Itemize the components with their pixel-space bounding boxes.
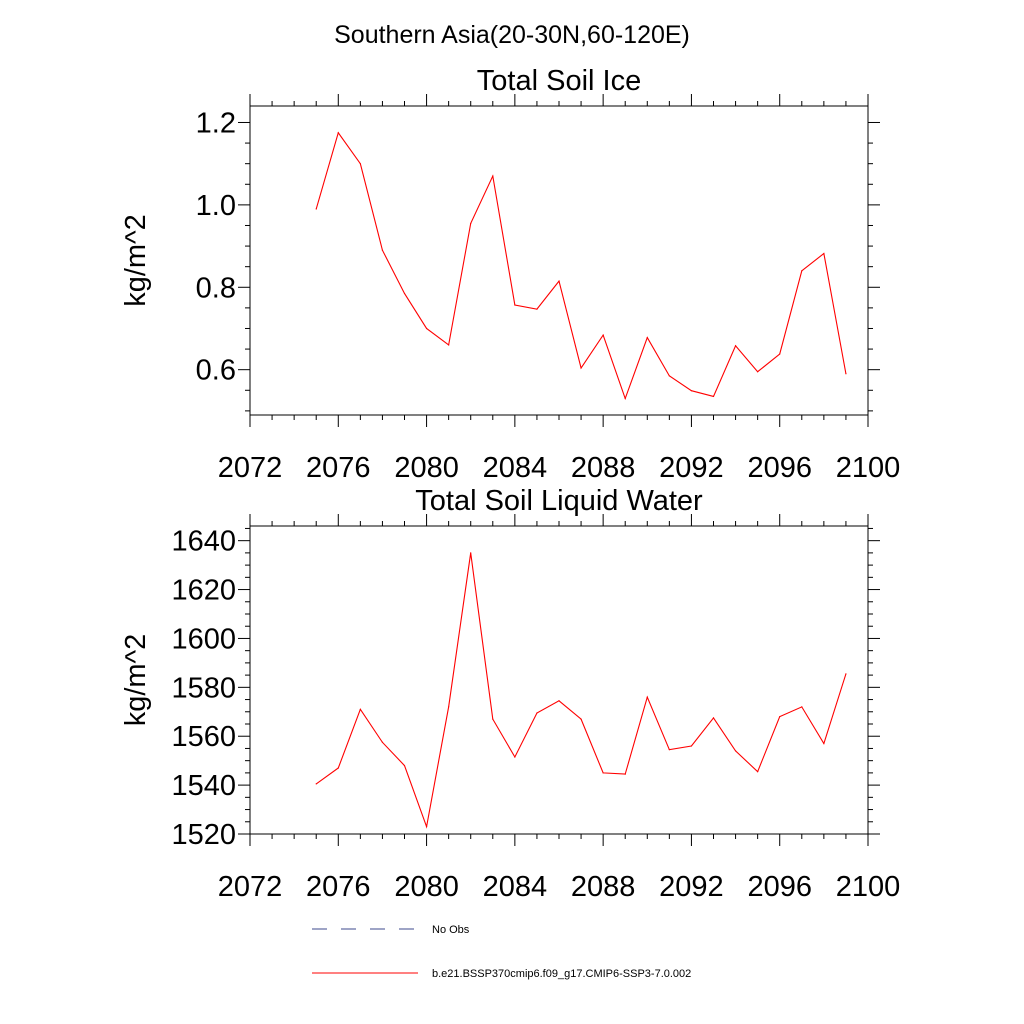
panel-total-soil-liquid-water: Total Soil Liquid Water kg/m^2 2072 2076 208… (120, 485, 900, 903)
data-point (448, 706, 450, 708)
data-point (845, 673, 847, 675)
data-point (734, 750, 737, 752)
data-point (536, 308, 538, 310)
y-tick-label: 1600 (171, 623, 236, 655)
x-tick-label: 2088 (571, 871, 636, 903)
y-tick-label: 1580 (171, 672, 236, 704)
data-point (646, 336, 648, 339)
chart-title: Total Soil Ice (477, 65, 641, 97)
data-point (403, 764, 406, 767)
y-tick-label: 0.8 (196, 272, 236, 304)
data-point (580, 718, 582, 720)
data-point (602, 334, 604, 336)
data-point (425, 826, 428, 828)
y-axis-label: kg/m^2 (120, 214, 152, 307)
data-point (492, 175, 494, 177)
legend: No Obs b.e21.BSSP370cmip6.f09_g17.CMIP6-… (312, 924, 691, 980)
data-point (359, 163, 361, 165)
data-point (558, 280, 560, 282)
y-tick-label: 1520 (171, 819, 236, 851)
data-point (624, 773, 626, 775)
data-point (801, 706, 803, 708)
data-point (315, 783, 317, 785)
data-point (757, 771, 759, 773)
chart-title: Total Soil Liquid Water (415, 485, 703, 517)
data-point (381, 249, 384, 251)
data-point (779, 353, 781, 355)
data-point (734, 345, 737, 347)
data-point (558, 700, 560, 702)
figure-title: Southern Asia(20-30N,60-120E) (334, 21, 690, 49)
panel-total-soil-ice: Total Soil Ice kg/m^2 2072 2076 2080 2084 2088… (120, 65, 900, 484)
data-point (359, 708, 361, 710)
x-tick-label: 2084 (483, 452, 548, 484)
data-point (425, 327, 428, 330)
x-tick-label: 2096 (747, 452, 812, 484)
data-point (602, 772, 604, 774)
x-tick-label: 2076 (306, 871, 371, 903)
data-point (470, 222, 472, 225)
y-tick-label: 0.6 (196, 355, 236, 387)
data-point (757, 371, 759, 373)
x-tick-label: 2092 (659, 871, 724, 903)
data-point (779, 716, 781, 718)
data-point (668, 375, 670, 377)
data-point (337, 132, 339, 134)
legend-label-no-obs: No Obs (432, 924, 470, 936)
data-point (514, 304, 516, 306)
data-point (448, 344, 450, 346)
x-tick-label: 2076 (306, 452, 371, 484)
data-point (580, 367, 582, 369)
series-line-total-soil-liquid-water (315, 552, 847, 829)
y-tick-label: 1640 (171, 526, 236, 558)
y-tick-label: 1560 (171, 721, 236, 753)
y-tick-label: 1540 (171, 770, 236, 802)
x-tick-label: 2072 (218, 452, 283, 484)
data-point (712, 717, 715, 719)
data-point (381, 741, 384, 743)
data-point (845, 373, 847, 375)
x-tick-label: 2092 (659, 452, 724, 484)
y-tick-label: 1.2 (196, 107, 236, 139)
data-point (668, 749, 670, 751)
data-point (823, 252, 825, 255)
x-tick-label: 2084 (483, 871, 548, 903)
data-point (337, 767, 339, 769)
legend-label-model: b.e21.BSSP370cmip6.f09_g17.CMIP6-SSP3-7.… (432, 968, 691, 980)
x-tick-label: 2080 (394, 871, 459, 903)
x-tick-label: 2080 (394, 452, 459, 484)
y-tick-label: 1620 (171, 575, 236, 607)
y-tick-label: 1.0 (196, 190, 236, 222)
data-point (470, 552, 472, 554)
x-tick-label: 2088 (571, 452, 636, 484)
data-point (536, 712, 538, 714)
data-point (624, 397, 626, 400)
data-point (403, 292, 406, 295)
x-tick-label: 2072 (218, 871, 283, 903)
data-point (514, 756, 516, 758)
plot-frame (249, 105, 869, 416)
plot-frame (249, 525, 869, 835)
data-point (690, 745, 693, 747)
data-point (646, 696, 648, 698)
series-line-total-soil-ice (315, 131, 847, 401)
data-point (712, 395, 715, 398)
x-tick-label: 2096 (747, 871, 812, 903)
y-axis-label: kg/m^2 (120, 634, 152, 727)
data-point (801, 270, 803, 272)
data-point (690, 390, 693, 392)
data-point (823, 742, 825, 745)
data-point (315, 208, 317, 210)
x-tick-label: 2100 (836, 871, 901, 903)
x-tick-label: 2100 (836, 452, 901, 484)
data-point (492, 718, 494, 720)
